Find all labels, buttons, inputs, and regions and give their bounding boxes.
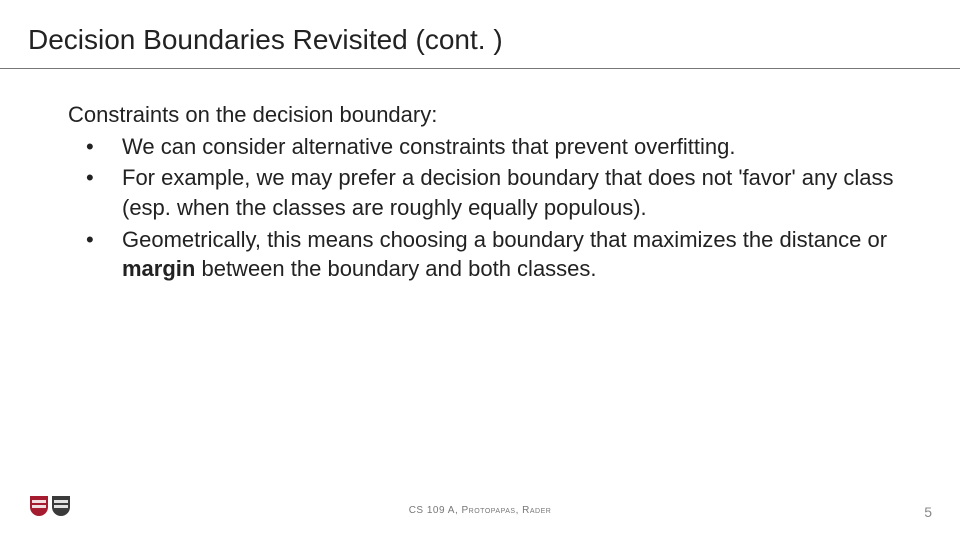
bullet-text: For example, we may prefer a decision bo… [122, 165, 893, 220]
footer-credits: CS 109 A, Protopapas, Rader [0, 505, 960, 516]
intro-line: Constraints on the decision boundary: [68, 100, 900, 130]
bullet-list: • We can consider alternative constraint… [68, 132, 900, 284]
slide: Decision Boundaries Revisited (cont. ) C… [0, 0, 960, 540]
slide-title: Decision Boundaries Revisited (cont. ) [28, 24, 503, 56]
bullet-item: • For example, we may prefer a decision … [68, 163, 900, 222]
bullet-text-bold: margin [122, 256, 195, 281]
body-text: Constraints on the decision boundary: • … [68, 100, 900, 286]
title-rule [0, 68, 960, 69]
bullet-text-post: between the boundary and both classes. [195, 256, 596, 281]
bullet-text-pre: Geometrically, this means choosing a bou… [122, 227, 887, 252]
bullet-dot-icon: • [86, 163, 94, 193]
bullet-dot-icon: • [86, 132, 94, 162]
bullet-text: We can consider alternative constraints … [122, 134, 735, 159]
bullet-item: • We can consider alternative constraint… [68, 132, 900, 162]
page-number: 5 [924, 504, 932, 520]
bullet-dot-icon: • [86, 225, 94, 255]
bullet-item: • Geometrically, this means choosing a b… [68, 225, 900, 284]
